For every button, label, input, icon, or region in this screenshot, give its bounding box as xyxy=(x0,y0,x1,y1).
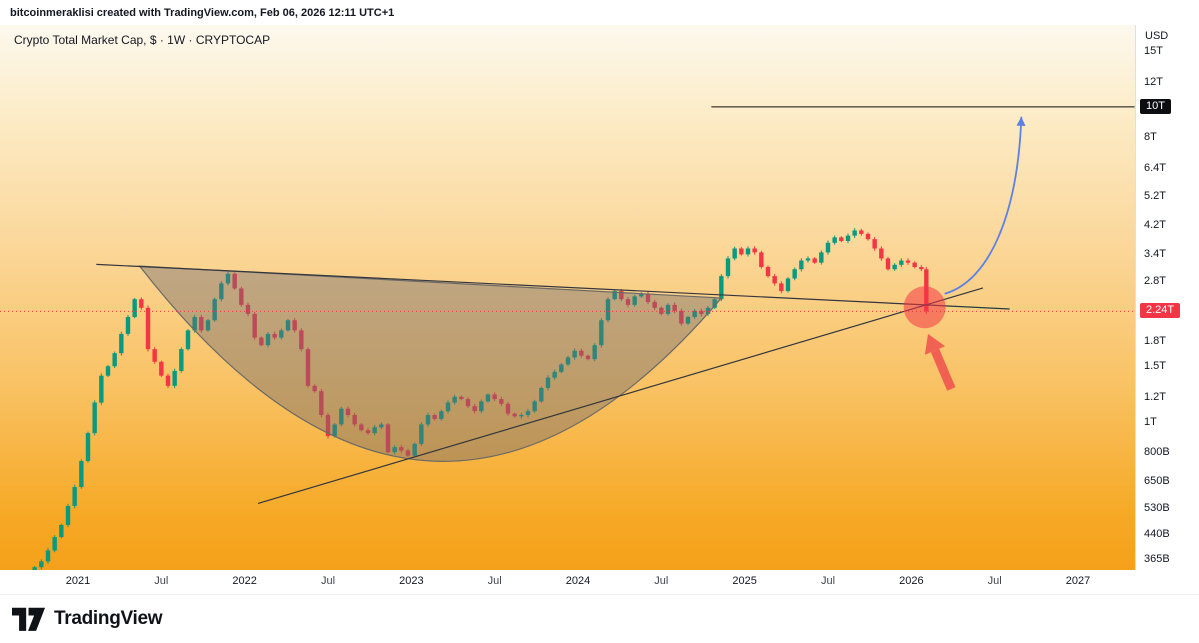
price-tick-12T: 12T xyxy=(1144,75,1163,88)
time-tick-2024-2024: 2024 xyxy=(565,575,591,587)
footer-bar: TradingView xyxy=(0,594,1199,643)
cup-pattern-drawing[interactable] xyxy=(138,265,723,462)
price-tick-5.2T: 5.2T xyxy=(1144,190,1167,203)
candlestick-series xyxy=(32,228,929,570)
time-tick-2026-2026: 2026 xyxy=(899,575,924,587)
currency-toggle[interactable]: USD xyxy=(1145,30,1169,42)
price-tick-1.2T: 1.2T xyxy=(1144,390,1167,403)
tradingview-wordmark: TradingView xyxy=(54,608,163,629)
price-tick-3.4T: 3.4T xyxy=(1144,248,1167,261)
price-tick-650B: 650B xyxy=(1144,474,1170,487)
red-arrowhead-icon xyxy=(924,333,946,355)
projection-arrow-curve[interactable] xyxy=(944,116,1023,295)
price-tick-800B: 800B xyxy=(1144,446,1170,459)
price-tick-440B: 440B xyxy=(1144,527,1170,540)
red-arrow-shaft[interactable] xyxy=(930,348,956,391)
time-axis[interactable]: 2021 Jul 2022 Jul 2023 Jul 2024 Jul 2025 Jul 2026 J… xyxy=(0,570,1199,594)
attribution-text: bitcoinmeraklisi created with TradingVie… xyxy=(10,6,395,19)
time-tick-Jul-2025.5: Jul xyxy=(820,575,836,587)
price-tick-1.8T: 1.8T xyxy=(1144,335,1167,348)
time-tick-2027-2027: 2027 xyxy=(1065,575,1091,587)
time-tick-2021-2021: 2021 xyxy=(65,575,91,587)
price-tick-1.5T: 1.5T xyxy=(1144,360,1167,373)
price-tick-530B: 530B xyxy=(1144,502,1170,515)
time-tick-2022-2022: 2022 xyxy=(232,575,257,587)
price-tick-6.4T: 6.4T xyxy=(1144,161,1167,174)
attribution-bar: bitcoinmeraklisi created with TradingVie… xyxy=(0,0,1199,25)
price-tick-8T: 8T xyxy=(1144,131,1157,144)
tradingview-logo-icon xyxy=(12,607,46,631)
chart-region: Crypto Total Market Cap, $ · 1W · CRYPTO… xyxy=(0,25,1199,570)
target-price-badge: 10T xyxy=(1140,98,1171,114)
time-tick-Jul-2026.5: Jul xyxy=(987,575,1002,587)
time-tick-Jul-2023.5: Jul xyxy=(487,575,502,587)
projection-arrowhead-icon xyxy=(1016,116,1026,126)
price-tick-365B: 365B xyxy=(1144,553,1170,566)
chart-plot-area[interactable] xyxy=(0,25,1135,570)
time-tick-Jul-2021.5: Jul xyxy=(154,575,169,587)
price-tick-1T: 1T xyxy=(1144,415,1157,428)
time-tick-Jul-2022.5: Jul xyxy=(320,575,336,587)
price-axis[interactable]: USD 15T 12T 8T 6.4T 5.2T 4.2T 3.4T 2.8T 1.8T 1.5T… xyxy=(1135,25,1199,570)
breakdown-highlight-circle[interactable] xyxy=(903,286,946,329)
ascending-trendline[interactable] xyxy=(257,287,984,505)
chart-background xyxy=(0,25,1135,570)
time-tick-2025-2025: 2025 xyxy=(732,575,757,587)
time-tick-2023-2023: 2023 xyxy=(399,575,424,587)
resistance-trendline[interactable] xyxy=(96,263,1010,310)
price-tick-4.2T: 4.2T xyxy=(1144,219,1167,232)
symbol-title: Crypto Total Market Cap, $ · 1W · CRYPTO… xyxy=(14,33,271,47)
price-tick-2.8T: 2.8T xyxy=(1144,274,1167,287)
price-tick-15T: 15T xyxy=(1144,45,1163,58)
tradingview-logo-link[interactable]: TradingView xyxy=(12,607,163,632)
current-price-badge: 2.24T xyxy=(1140,303,1181,319)
time-tick-Jul-2024.5: Jul xyxy=(654,575,669,587)
